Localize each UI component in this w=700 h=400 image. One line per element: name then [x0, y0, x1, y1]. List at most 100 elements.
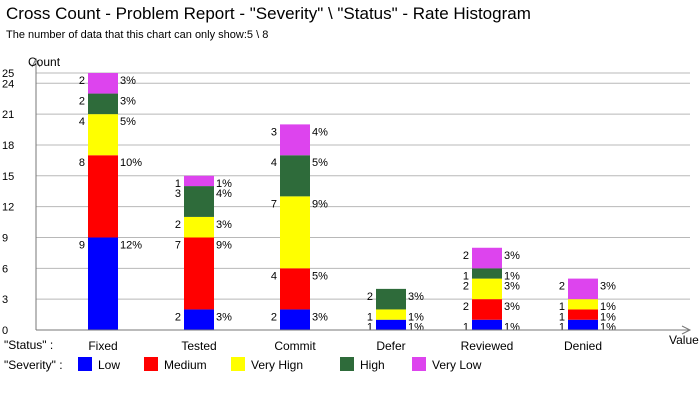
segment-percent-label: 1%	[600, 301, 616, 313]
y-tick-label: 25	[2, 68, 14, 80]
segment-count-label: 2	[175, 219, 181, 231]
segment-percent-label: 4%	[312, 126, 328, 138]
segment-count-label: 2	[175, 311, 181, 323]
legend-label: High	[360, 358, 385, 372]
legend-label: Very Low	[432, 358, 482, 372]
y-tick-label: 6	[2, 263, 8, 275]
segment-count-label: 2	[463, 301, 469, 313]
bar-segment	[184, 175, 214, 187]
segment-count-label: 1	[463, 270, 469, 282]
segment-count-label: 3	[271, 126, 277, 138]
category-label: Defer	[376, 339, 405, 353]
segment-count-label: 1	[559, 322, 565, 334]
segment-count-label: 1	[367, 311, 373, 323]
segment-count-label: 7	[271, 198, 277, 210]
y-tick-label: 18	[2, 140, 14, 152]
chart-title: Cross Count - Problem Report - "Severity…	[6, 4, 531, 23]
segment-count-label: 2	[367, 291, 373, 303]
y-tick-label: 0	[2, 325, 8, 337]
segment-percent-label: 3%	[504, 250, 520, 262]
bar-segment	[472, 299, 502, 320]
category-label: Tested	[181, 339, 216, 353]
bar-segment	[280, 268, 310, 310]
legend-label: Medium	[164, 358, 207, 372]
segment-percent-label: 10%	[120, 157, 142, 169]
segment-count-label: 4	[271, 157, 277, 169]
segment-percent-label: 3%	[312, 311, 328, 323]
x-axis-arrow	[681, 325, 692, 335]
bar-segment	[376, 319, 406, 330]
segment-count-label: 1	[463, 322, 469, 334]
legend-swatch	[340, 357, 354, 371]
bar-segment	[568, 319, 598, 330]
bar-segment	[88, 237, 118, 330]
segment-count-label: 2	[79, 75, 85, 87]
bar-segment	[88, 73, 118, 94]
segment-percent-label: 5%	[120, 116, 136, 128]
legend-swatch	[231, 357, 245, 371]
bar-segment	[184, 309, 214, 330]
y-tick-label: 9	[2, 232, 8, 244]
y-tick-label: 15	[2, 171, 14, 183]
segment-percent-label: 3%	[504, 281, 520, 293]
legend-swatch	[144, 357, 158, 371]
y-axis-arrow	[31, 57, 41, 68]
segment-count-label: 4	[79, 116, 85, 128]
bar-segment	[568, 299, 598, 310]
category-label: Commit	[274, 339, 316, 353]
segment-percent-label: 1%	[408, 322, 424, 334]
y-tick-label: 12	[2, 202, 14, 214]
segment-count-label: 1	[559, 301, 565, 313]
segment-percent-label: 1%	[216, 178, 232, 190]
segment-percent-label: 3%	[408, 291, 424, 303]
bar-segment	[88, 155, 118, 238]
bar-segment	[280, 155, 310, 197]
segment-percent-label: 1%	[600, 311, 616, 323]
segment-percent-label: 3%	[216, 311, 232, 323]
bar-segment	[280, 309, 310, 330]
segment-percent-label: 1%	[408, 311, 424, 323]
chart-subtitle: The number of data that this chart can o…	[6, 29, 269, 41]
bar-segment	[88, 114, 118, 156]
segment-count-label: 8	[79, 157, 85, 169]
bar-segment	[376, 288, 406, 310]
segment-count-label: 1	[175, 178, 181, 190]
segment-count-label: 2	[559, 281, 565, 293]
legend-swatch	[78, 357, 92, 371]
segment-count-label: 3	[175, 188, 181, 200]
segment-count-label: 2	[463, 250, 469, 262]
segment-count-label: 1	[367, 322, 373, 334]
segment-percent-label: 9%	[216, 239, 232, 251]
segment-percent-label: 1%	[600, 322, 616, 334]
segment-count-label: 2	[271, 311, 277, 323]
bar-segment	[472, 247, 502, 269]
category-label: Reviewed	[461, 339, 514, 353]
segment-count-label: 2	[463, 281, 469, 293]
segment-percent-label: 4%	[216, 188, 232, 200]
segment-count-label: 2	[79, 96, 85, 108]
status-axis-label: "Status" :	[4, 338, 53, 352]
legend-label: Low	[98, 358, 120, 372]
bars: 9 12% 8 10% 4 5% 2 3% 2 3% 2 3% 7 9% 2 3% 3 4% 1 1% 2 3% 4 5% 7 9…	[79, 73, 616, 334]
bar-segment	[472, 319, 502, 330]
segment-percent-label: 3%	[600, 281, 616, 293]
segment-percent-label: 3%	[120, 75, 136, 87]
bar-segment	[280, 196, 310, 269]
bar-segment	[568, 309, 598, 320]
legend-label: Very Hign	[251, 358, 303, 372]
y-tick-label: 24	[2, 78, 14, 90]
legend: "Severity" : Low Medium Very Hign High Very L…	[4, 357, 482, 372]
segment-percent-label: 3%	[216, 219, 232, 231]
y-tick-label: 21	[2, 109, 14, 121]
bar-segment	[184, 186, 214, 217]
segment-percent-label: 9%	[312, 198, 328, 210]
y-tick-label: 3	[2, 294, 8, 306]
segment-count-label: 9	[79, 239, 85, 251]
x-axis-label: Value	[669, 333, 699, 347]
category-label: Denied	[564, 339, 602, 353]
bar-segment	[184, 216, 214, 238]
category-label: Fixed	[88, 339, 117, 353]
bar-segment	[280, 124, 310, 156]
